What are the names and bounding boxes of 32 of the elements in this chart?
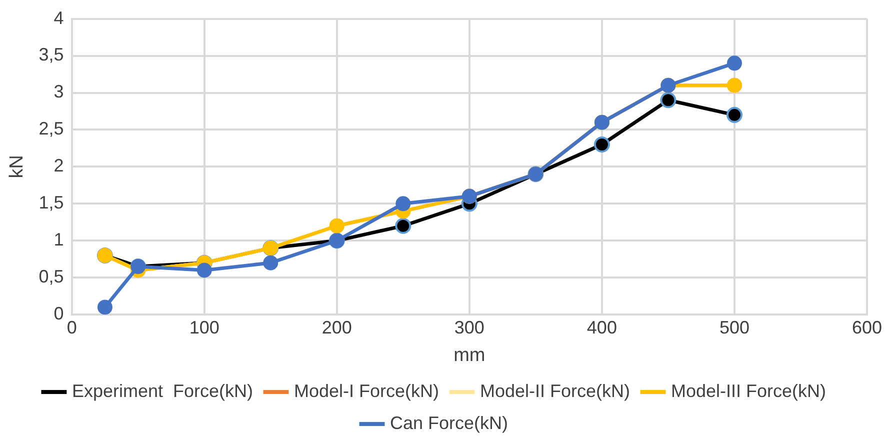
legend-label: Model-III Force(kN) [671, 380, 826, 401]
y-tick-label: 4 [54, 8, 64, 28]
point [396, 196, 411, 212]
legend-label: Experiment Force(kN) [72, 380, 253, 401]
y-tick-label: 2 [54, 156, 64, 176]
y-tick-label: 0 [54, 304, 64, 324]
legend-label: Model-II Force(kN) [480, 380, 630, 401]
x-tick-label: 100 [189, 317, 220, 338]
point [97, 300, 112, 315]
x-axis-title: mm [454, 344, 486, 366]
point [726, 106, 742, 123]
x-tick-label: 600 [852, 317, 882, 338]
x-tick-label: 0 [66, 317, 77, 338]
point [726, 56, 742, 71]
y-tick-label: 0,5 [38, 266, 64, 287]
y-tick-label: 2,5 [38, 118, 64, 139]
point [660, 92, 676, 108]
point [196, 262, 212, 278]
point [395, 218, 412, 234]
legend-label: Model-I Force(kN) [294, 380, 440, 401]
point [263, 255, 278, 270]
x-tick-label: 500 [719, 317, 750, 338]
x-tick-label: 300 [454, 317, 484, 338]
y-tick-label: 1,5 [38, 192, 64, 213]
x-tick-label: 400 [586, 317, 617, 338]
y-tick-label: 3,5 [38, 44, 64, 65]
legend-label: Can Force(kN) [390, 412, 508, 433]
point [594, 136, 610, 153]
y-tick-label: 3 [54, 82, 64, 102]
x-tick-label: 200 [322, 317, 352, 338]
y-tick-label: 1 [54, 230, 64, 250]
y-axis-title: kN [6, 155, 28, 178]
